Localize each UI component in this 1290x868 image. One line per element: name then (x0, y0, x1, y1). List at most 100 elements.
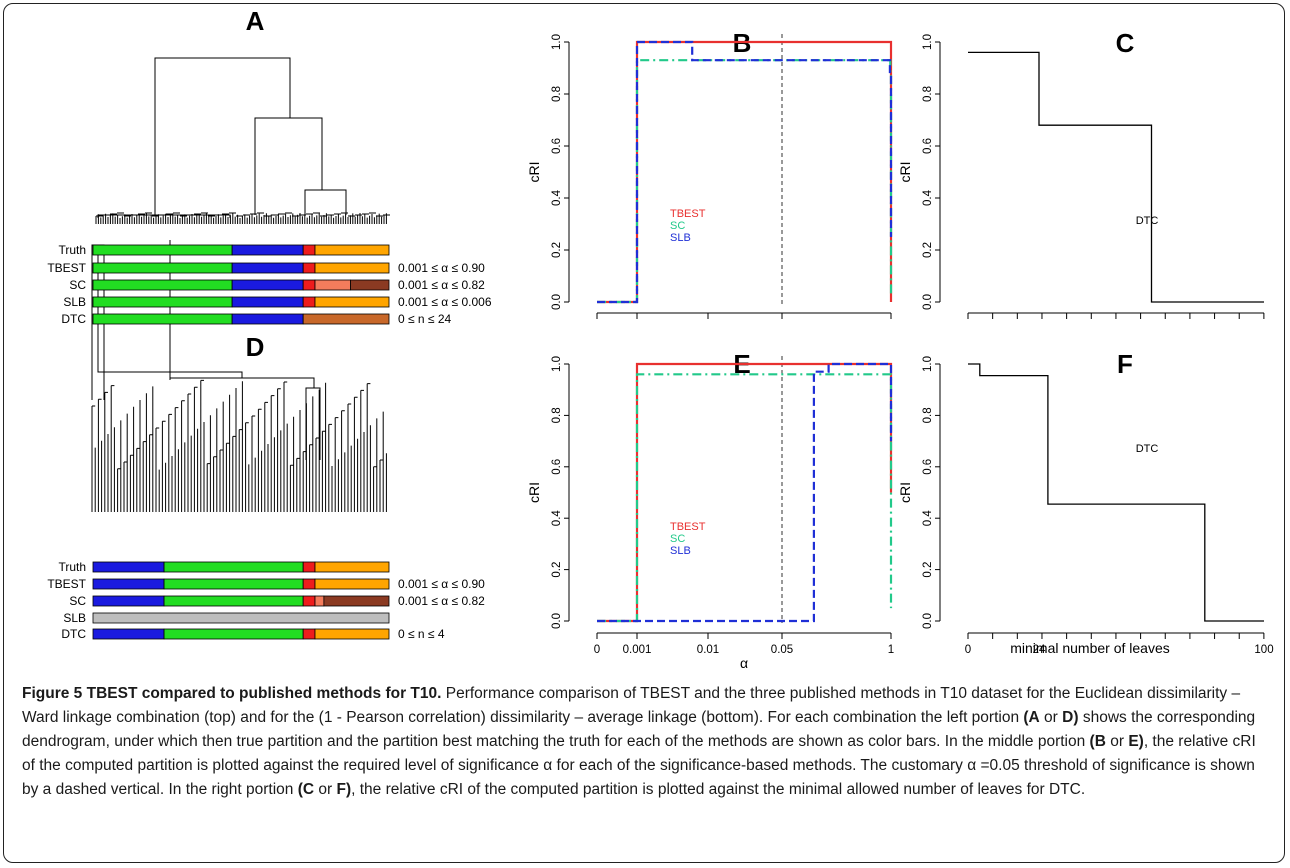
y-axis-title-f: cRI (897, 482, 913, 503)
x-axis-title-f: minimal number of leaves (1010, 640, 1170, 656)
y-tick-label-c-0: 0.0 (922, 294, 934, 310)
y-tick-label-e-4: 0.8 (551, 407, 563, 423)
color-bar-d-tbest-segment-0 (92, 578, 165, 590)
row-label-a-slb: SLB (63, 295, 86, 309)
color-bar-a-slb-segment-2 (302, 296, 316, 308)
color-bar-a-sc-segment-0 (92, 279, 233, 291)
color-bar-d-tbest-segment-2 (302, 578, 316, 590)
color-bar-a-dtc-segment-1 (231, 313, 304, 325)
y-tick-label-c-4: 0.8 (922, 86, 934, 102)
y-tick-label-b-3: 0.6 (551, 138, 563, 154)
row-label-d-tbest: TBEST (47, 577, 86, 591)
legend-entry-b-tbest: TBEST (670, 208, 706, 220)
caption-text-2: or (1039, 709, 1063, 726)
range-label-a-sc: 0.001 ≤ α ≤ 0.82 (398, 278, 485, 292)
panel-letter-a: A (246, 6, 265, 36)
caption-ref-f: F) (336, 781, 352, 798)
color-bar-d-dtc-segment-2 (302, 628, 316, 640)
row-label-d-sc: SC (69, 594, 86, 608)
series-line-e-tbest (597, 362, 893, 623)
y-tick-label-b-5: 1.0 (551, 34, 563, 50)
color-bar-d-slb-segment-0 (92, 612, 390, 624)
caption-label: Figure 5 (22, 685, 83, 702)
series-line-b-tbest (597, 40, 893, 304)
caption-ref-c: (C (297, 781, 315, 798)
panel-letter-c: C (1116, 28, 1135, 58)
x-tick-label-e-0: 0 (594, 644, 600, 656)
y-tick-label-b-4: 0.8 (551, 86, 563, 102)
row-label-d-slb: SLB (63, 611, 86, 625)
y-tick-label-e-0: 0.0 (551, 613, 563, 629)
x-tick-label-f-1: 24 (1033, 644, 1046, 656)
panel-letter-f: F (1117, 349, 1133, 379)
caption-ref-a: (A (1023, 709, 1040, 726)
color-bar-a-tbest-segment-2 (302, 262, 316, 274)
figure-caption: Figure 5 TBEST compared to published met… (22, 682, 1272, 802)
color-bar-a-truth-segment-1 (231, 244, 304, 256)
row-label-a-dtc: DTC (61, 312, 86, 326)
range-label-d-sc: 0.001 ≤ α ≤ 0.82 (398, 594, 485, 608)
color-bar-a-sc-segment-3 (314, 279, 351, 291)
row-label-a-truth: Truth (58, 243, 86, 257)
range-label-d-tbest: 0.001 ≤ α ≤ 0.90 (398, 577, 485, 591)
x-tick-label-f-0: 0 (965, 644, 971, 656)
x-tick-label-f-2: 100 (1254, 644, 1273, 656)
color-bar-d-sc-segment-0 (92, 595, 165, 607)
row-label-a-sc: SC (69, 278, 86, 292)
dendrogram-d-leaves (91, 379, 387, 512)
color-bar-d-dtc-segment-0 (92, 628, 165, 640)
color-bar-d-sc-segment-2 (302, 595, 316, 607)
dendrogram-a (95, 57, 390, 224)
y-tick-label-b-2: 0.4 (551, 189, 563, 206)
x-tick-label-e-4: 1 (888, 644, 894, 656)
range-label-a-dtc: 0 ≤ n ≤ 24 (398, 312, 452, 326)
y-tick-label-c-1: 0.2 (922, 242, 934, 258)
y-tick-label-f-1: 0.2 (922, 562, 934, 578)
color-bar-a-sc-segment-2 (302, 279, 316, 291)
color-bar-d-tbest-segment-3 (314, 578, 390, 590)
series-line-e-slb (597, 362, 893, 623)
figure-frame (3, 3, 1285, 863)
y-axis-title-e: cRI (526, 482, 542, 503)
color-bar-d-truth-segment-3 (314, 561, 390, 573)
caption-title: TBEST compared to published methods for … (86, 685, 442, 702)
y-tick-label-b-1: 0.2 (551, 242, 563, 258)
color-bar-a-sc-segment-1 (231, 279, 304, 291)
y-tick-label-f-4: 0.8 (922, 407, 934, 423)
color-bar-a-truth-segment-0 (92, 244, 233, 256)
color-bar-a-dtc-segment-2 (302, 313, 390, 325)
y-tick-label-c-2: 0.4 (922, 189, 934, 206)
caption-text-3: shows the corresponding dendrogram, unde… (22, 709, 1256, 750)
y-tick-label-e-3: 0.6 (551, 459, 563, 475)
y-tick-label-f-5: 1.0 (922, 356, 934, 372)
color-bar-d-dtc-segment-3 (314, 628, 390, 640)
color-bar-a-tbest-segment-3 (314, 262, 390, 274)
row-label-d-truth: Truth (58, 560, 86, 574)
color-bar-a-sc-segment-4 (350, 279, 390, 291)
color-bar-a-slb-segment-0 (92, 296, 233, 308)
color-bar-a-tbest-segment-0 (92, 262, 233, 274)
range-label-d-dtc: 0 ≤ n ≤ 4 (398, 627, 445, 641)
color-bar-a-slb-segment-3 (314, 296, 390, 308)
x-axis-title-e: α (740, 655, 748, 671)
color-bar-d-truth-segment-2 (302, 561, 316, 573)
x-tick-label-e-1: 0.001 (623, 644, 652, 656)
caption-text-1: Performance comparison of TBEST and the … (22, 685, 1241, 726)
x-tick-label-e-3: 0.05 (771, 644, 793, 656)
series-line-f-dtc (968, 363, 1264, 622)
y-tick-label-f-2: 0.4 (922, 510, 934, 527)
y-tick-label-f-3: 0.6 (922, 459, 934, 475)
y-tick-label-e-2: 0.4 (551, 510, 563, 527)
color-bar-d-sc-segment-3 (314, 595, 325, 607)
dendrogram-d (91, 240, 387, 512)
range-label-a-slb: 0.001 ≤ α ≤ 0.006 (398, 295, 492, 309)
color-bar-a-slb-segment-1 (231, 296, 304, 308)
series-line-c-dtc (968, 51, 1264, 303)
range-label-a-tbest: 0.001 ≤ α ≤ 0.90 (398, 261, 485, 275)
y-tick-label-b-0: 0.0 (551, 294, 563, 310)
y-tick-label-e-1: 0.2 (551, 562, 563, 578)
series-label-f: DTC (1136, 443, 1159, 455)
legend-entry-e-slb: SLB (670, 545, 691, 557)
series-line-b-sc (597, 59, 893, 304)
